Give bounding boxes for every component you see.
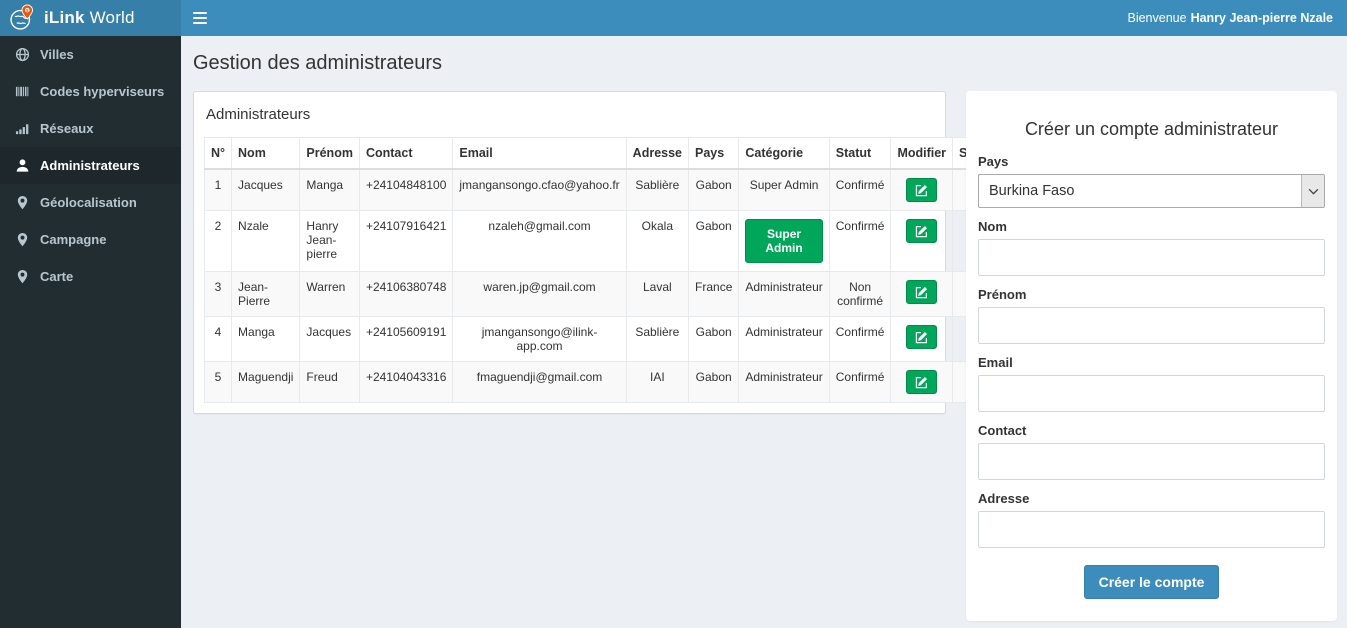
chevron-down-icon [1301,175,1324,207]
col-header-categorie: Catégorie [738,137,830,170]
status-cell: Confirmé [828,210,892,272]
edit-icon [916,331,928,344]
col-header-prenom: Prénom [299,137,360,170]
nom-label: Nom [978,219,1007,234]
sidebar-item-codes-hyperviseurs[interactable]: Codes hyperviseurs [0,73,181,110]
table-row: 5 Maguendji Freud +24104043316 fmaguendj… [203,361,1029,403]
contact-input[interactable] [978,443,1325,480]
edit-button[interactable] [906,370,938,394]
sidebar-item-geolocalisation[interactable]: Géolocalisation [0,184,181,221]
map-marker-icon [17,195,28,210]
prenom-label: Prénom [978,287,1027,302]
edit-button[interactable] [906,325,938,349]
brand-logo[interactable]: $ iLink World [0,0,181,36]
brand-title: iLink World [44,8,135,27]
status-cell: Confirmé [828,361,892,403]
category-cell: Super Admin [738,168,830,211]
field-group-adresse: Adresse [978,491,1325,548]
globe-pin-logo-icon: $ [8,4,36,32]
welcome-text: Bienvenue Hanry Jean-pierre Nzale [1127,11,1333,25]
edit-button[interactable] [906,280,938,304]
administrators-panel: Administrateurs N° Nom Prénom Contact Em… [193,91,1029,414]
status-cell: Non confirmé [828,271,892,317]
svg-text:$: $ [26,8,29,14]
administrators-table: N° Nom Prénom Contact Email Adresse Pays… [203,137,1029,403]
sidebar-item-villes[interactable]: Villes [0,36,181,73]
col-header-num: N° [203,137,233,170]
super-admin-badge-button[interactable]: Super Admin [745,219,823,263]
pays-select[interactable]: Burkina Faso [978,174,1325,208]
email-input[interactable] [978,375,1325,412]
sidebar-item-reseaux[interactable]: Réseaux [0,110,181,147]
pays-label: Pays [978,154,1009,169]
table-row: 2 Nzale Hanry Jean-pierre +24107916421 n… [203,210,1029,272]
col-header-contact: Contact [358,137,454,170]
table-header-row: N° Nom Prénom Contact Email Adresse Pays… [203,137,1029,170]
email-label: Email [978,355,1013,370]
signal-bars-icon [15,124,29,135]
sidebar: Villes Codes hyperviseurs Réseaux Admini… [0,36,181,628]
col-header-nom: Nom [231,137,301,170]
prenom-input[interactable] [978,307,1325,344]
sidebar-item-administrateurs[interactable]: Administrateurs [0,147,181,184]
field-group-email: Email [978,355,1325,412]
main-content: Gestion des administrateurs Administrate… [181,36,1347,628]
edit-icon [916,184,928,197]
category-cell: Administrateur [738,271,830,317]
edit-button[interactable] [906,219,938,243]
col-header-email: Email [452,137,627,170]
create-account-button[interactable]: Créer le compte [1083,565,1220,599]
category-cell: Administrateur [738,361,830,403]
top-bar: $ iLink World Bienvenue Hanry Jean-pierre… [0,0,1347,36]
col-header-statut: Statut [828,137,892,170]
barcode-icon [15,86,29,97]
edit-icon [916,376,928,389]
form-title: Créer un compte administrateur [1024,119,1279,139]
category-cell: Administrateur [738,316,830,362]
pays-select-value: Burkina Faso [989,183,1075,199]
map-marker-icon [17,269,28,284]
table-row: 3 Jean-Pierre Warren +24106380748 waren.… [203,271,1029,317]
col-header-modifier: Modifier [890,137,954,170]
field-group-contact: Contact [978,423,1325,480]
edit-icon [916,286,928,299]
panel-title: Administrateurs [206,106,311,123]
col-header-pays: Pays [688,137,740,170]
globe-icon [15,47,30,62]
create-admin-panel: Créer un compte administrateur Pays Burk… [966,91,1337,621]
status-cell: Confirmé [828,316,892,362]
user-icon [16,159,29,172]
edit-icon [916,225,928,238]
col-header-adresse: Adresse [625,137,690,170]
contact-label: Contact [978,423,1027,438]
hamburger-menu-icon[interactable] [193,7,215,29]
adresse-input[interactable] [978,511,1325,548]
edit-button[interactable] [906,178,938,202]
map-marker-icon [17,232,28,247]
page-title: Gestion des administrateurs [193,52,443,74]
adresse-label: Adresse [978,491,1030,506]
status-cell: Confirmé [828,168,892,211]
table-row: 1 Jacques Manga +24104848100 jmangansong… [203,168,1029,211]
nom-input[interactable] [978,239,1325,276]
field-group-pays: Pays Burkina Faso [978,154,1325,208]
table-row: 4 Manga Jacques +24105609191 jmangansong… [203,316,1029,362]
field-group-prenom: Prénom [978,287,1325,344]
sidebar-item-campagne[interactable]: Campagne [0,221,181,258]
field-group-nom: Nom [978,219,1325,276]
navbar: Bienvenue Hanry Jean-pierre Nzale [181,0,1347,36]
sidebar-item-carte[interactable]: Carte [0,258,181,295]
